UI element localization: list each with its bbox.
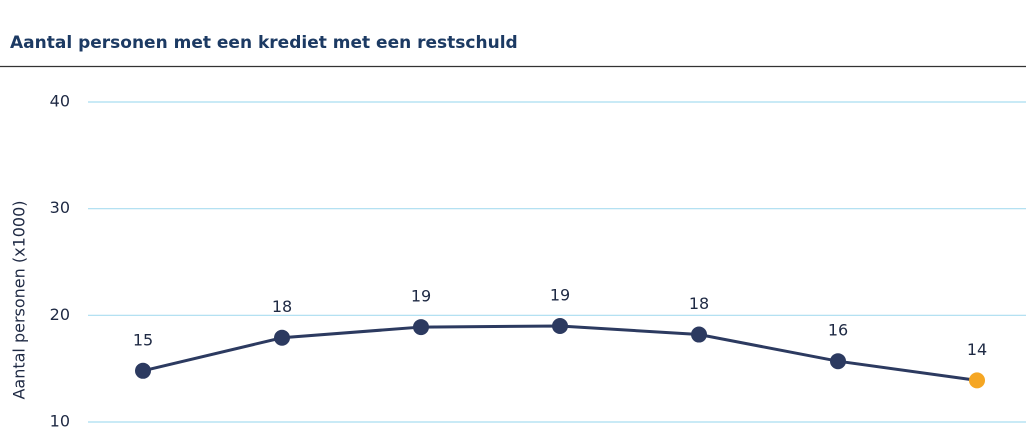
data-point bbox=[691, 326, 707, 343]
data-label: 18 bbox=[689, 294, 709, 313]
series-line bbox=[142, 324, 978, 382]
data-point bbox=[830, 353, 846, 370]
data-label: 18 bbox=[272, 297, 292, 316]
data-label: 19 bbox=[411, 287, 431, 306]
y-tick-label: 40 bbox=[50, 92, 70, 111]
data-point bbox=[274, 329, 290, 346]
data-label: 14 bbox=[967, 340, 987, 359]
y-tick-label: 30 bbox=[50, 198, 70, 217]
data-label: 15 bbox=[133, 330, 153, 349]
data-point bbox=[552, 318, 568, 334]
chart-title: Aantal personen met een krediet met een … bbox=[10, 33, 518, 53]
y-tick-label: 10 bbox=[50, 412, 70, 431]
data-point bbox=[413, 319, 429, 336]
data-label: 16 bbox=[828, 321, 848, 340]
y-tick-label: 20 bbox=[50, 305, 70, 324]
data-point bbox=[135, 362, 151, 379]
data-point bbox=[969, 372, 985, 389]
y-axis-label: Aantal personen (x1000) bbox=[10, 200, 29, 399]
data-label: 19 bbox=[550, 286, 570, 305]
